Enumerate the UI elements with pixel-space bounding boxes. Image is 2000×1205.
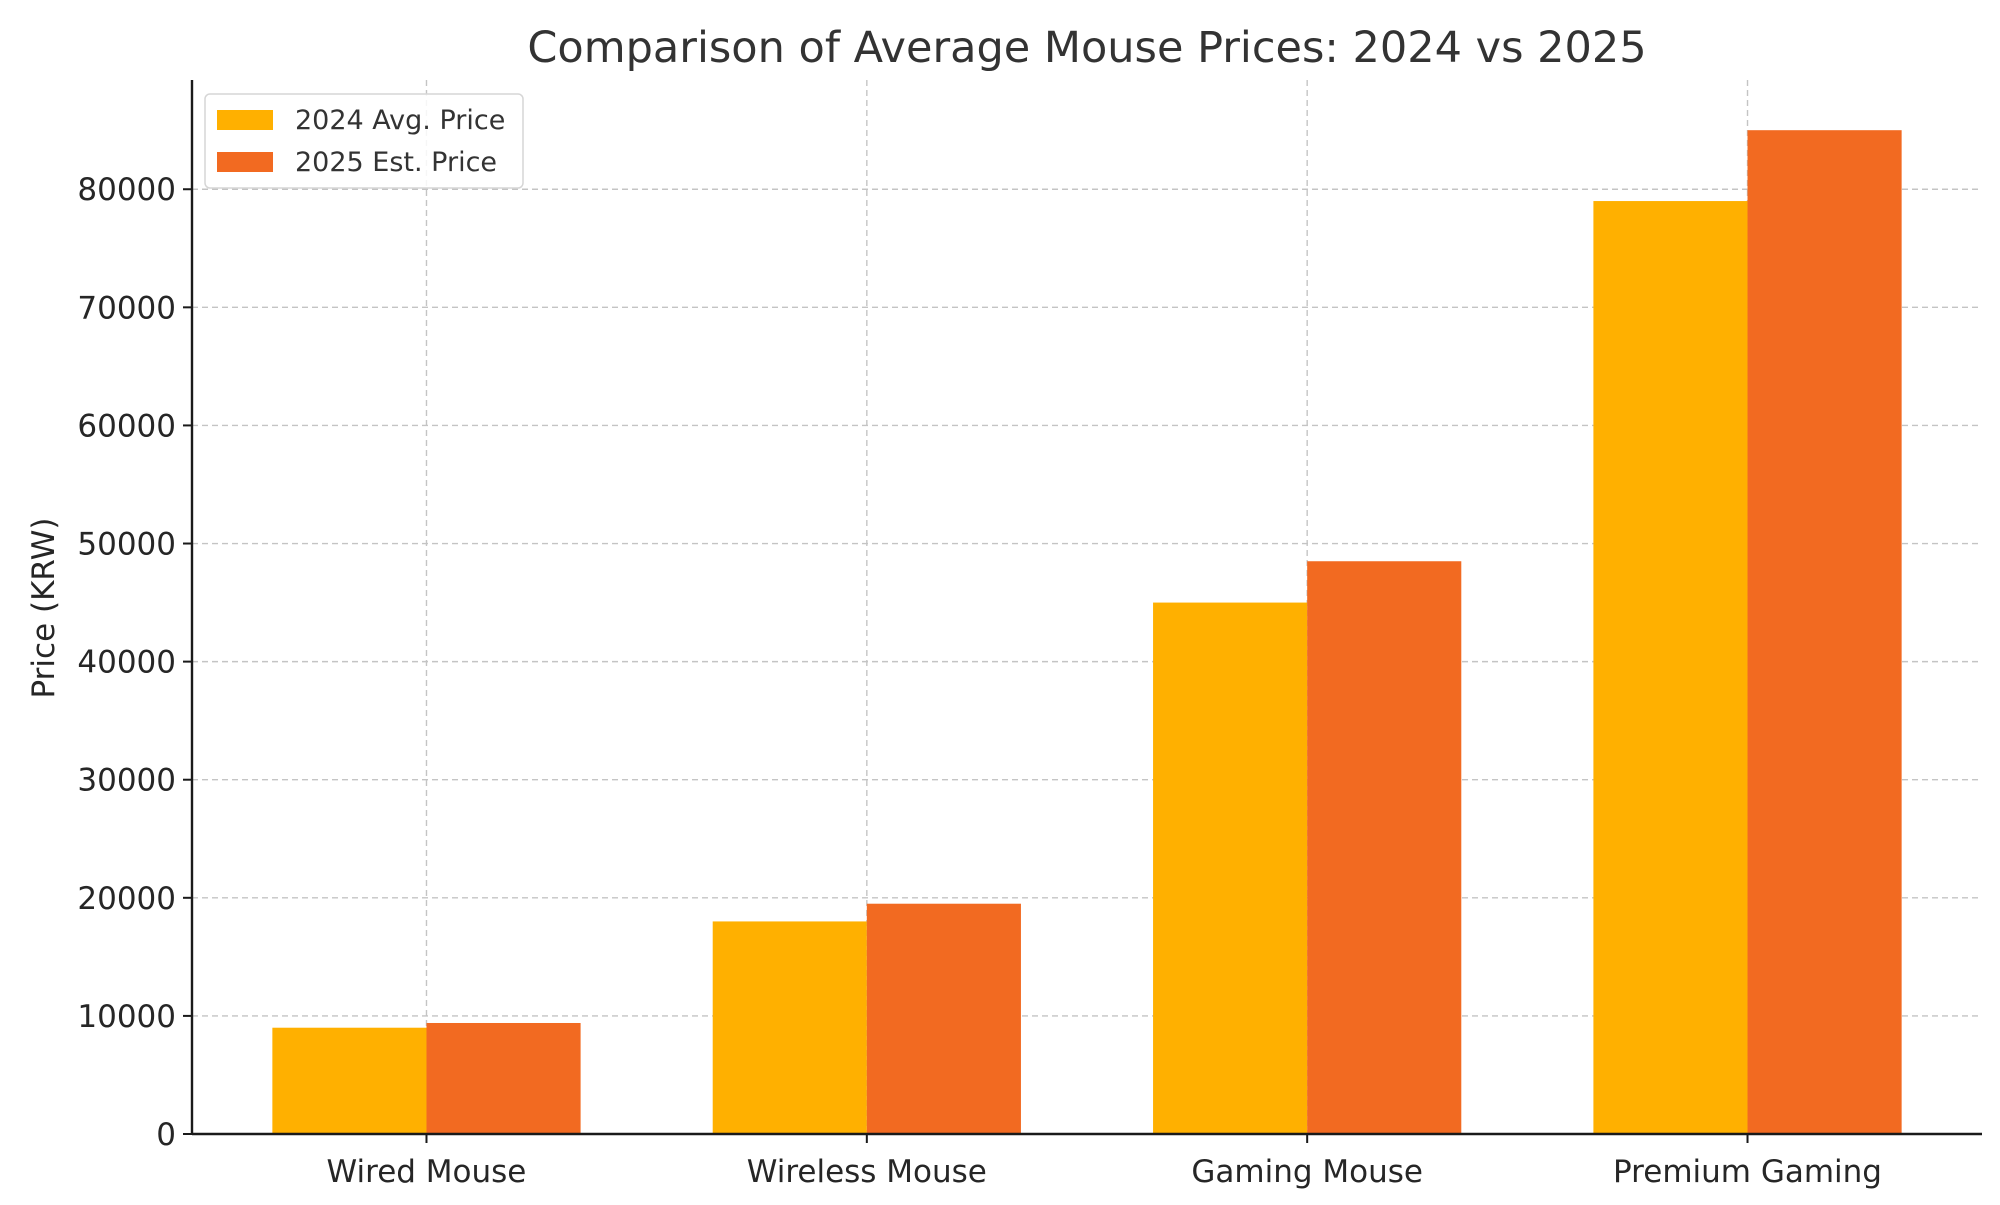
- y-tick-label: 50000: [77, 527, 176, 563]
- bar-2024-gaming-mouse: [1153, 602, 1308, 1134]
- x-tick-label: Gaming Mouse: [1191, 1154, 1423, 1190]
- legend-box: [204, 93, 524, 189]
- y-tick-label: 40000: [77, 645, 176, 681]
- bar-2025-wired-mouse: [426, 1022, 581, 1134]
- axes: [190, 80, 1982, 1136]
- chart-title: Comparison of Average Mouse Prices: 2024…: [527, 23, 1646, 73]
- bar-2025-gaming-mouse: [1307, 561, 1462, 1134]
- x-tick-label: Wired Mouse: [327, 1154, 527, 1190]
- legend: 2024 Avg. Price 2025 Est. Price: [204, 93, 524, 189]
- legend-swatch-2025: [217, 152, 273, 172]
- bars: [272, 130, 1902, 1135]
- bar-2024-premium-gaming: [1593, 201, 1748, 1135]
- legend-swatch-2024: [217, 110, 273, 130]
- y-tick-label: 80000: [77, 172, 176, 208]
- y-tick-label: 30000: [77, 763, 176, 799]
- ticks: 0 10000 20000 30000 40000 50000 60000 70000 8000…: [77, 172, 1882, 1190]
- y-axis-label: Price (KRW): [26, 518, 62, 699]
- x-tick-label: Wireless Mouse: [747, 1154, 987, 1190]
- x-tick-label: Premium Gaming: [1613, 1154, 1882, 1190]
- y-tick-label: 20000: [77, 881, 176, 917]
- y-tick-label: 10000: [77, 999, 176, 1035]
- bar-2025-wireless-mouse: [866, 903, 1021, 1134]
- legend-label-2024: 2024 Avg. Price: [295, 105, 505, 136]
- y-tick-label: 0: [156, 1117, 176, 1153]
- bar-2025-premium-gaming: [1747, 130, 1902, 1134]
- bar-2024-wired-mouse: [272, 1027, 427, 1134]
- y-tick-label: 70000: [77, 290, 176, 326]
- bar-2024-wireless-mouse: [712, 921, 867, 1134]
- legend-label-2025: 2025 Est. Price: [295, 147, 497, 178]
- y-tick-label: 60000: [77, 408, 176, 444]
